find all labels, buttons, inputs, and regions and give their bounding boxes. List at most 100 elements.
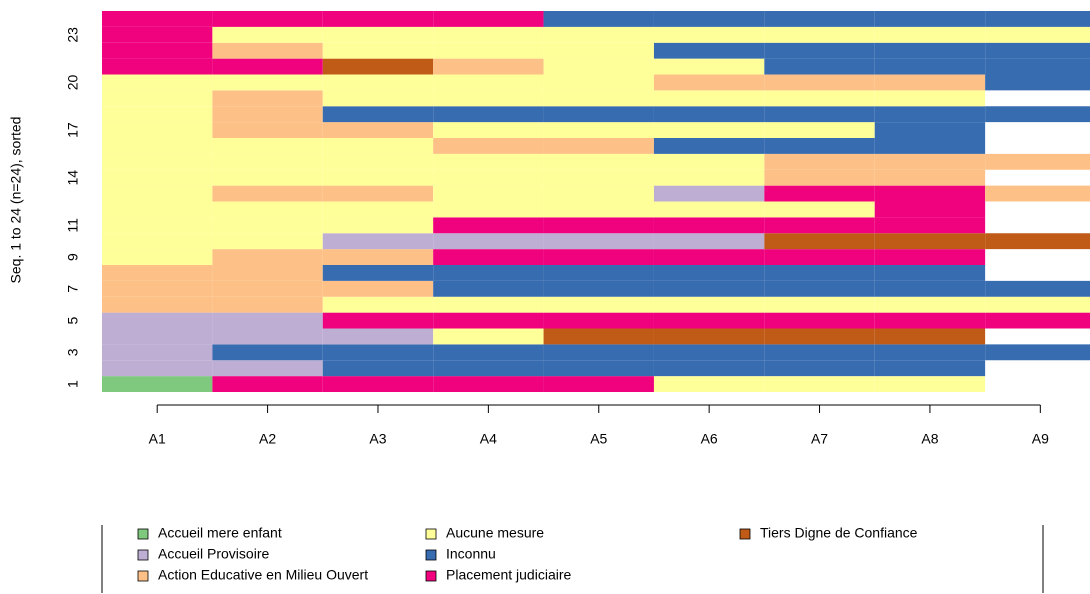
state-cell	[653, 328, 765, 345]
state-cell	[653, 185, 765, 202]
y-tick-label: 3	[65, 348, 81, 356]
state-cell	[653, 312, 765, 329]
state-cell	[543, 360, 654, 377]
state-cell	[543, 90, 654, 107]
state-cell	[102, 74, 213, 91]
state-cell	[433, 344, 544, 361]
state-cell	[212, 344, 323, 361]
x-tick-label: A6	[701, 431, 718, 447]
state-cell	[653, 249, 765, 265]
state-cell	[874, 280, 986, 297]
y-axis-label: Seq. 1 to 24 (n=24), sorted	[8, 117, 24, 284]
state-cell	[764, 26, 875, 43]
state-cell	[433, 169, 544, 186]
state-cell	[322, 249, 434, 265]
state-cell	[764, 312, 875, 329]
state-cell	[985, 11, 1090, 27]
state-cell	[764, 138, 875, 154]
state-cell	[985, 296, 1090, 313]
state-cell	[433, 296, 544, 313]
state-cell	[874, 26, 986, 43]
state-cell	[433, 201, 544, 218]
state-cell	[543, 280, 654, 297]
state-cell	[543, 217, 654, 234]
state-cell	[543, 296, 654, 313]
state-cell	[212, 296, 323, 313]
state-cell	[764, 122, 875, 138]
state-cell	[653, 153, 765, 170]
state-cell	[653, 360, 765, 377]
state-cell	[322, 296, 434, 313]
state-cell	[874, 265, 986, 281]
state-cell	[653, 58, 765, 75]
state-cell	[985, 280, 1090, 297]
state-cell	[322, 312, 434, 329]
state-cell	[543, 201, 654, 218]
state-cell	[985, 185, 1090, 202]
y-tick-label: 14	[65, 170, 81, 186]
state-cell	[102, 11, 213, 27]
state-cell	[433, 328, 544, 345]
state-cell	[874, 376, 986, 392]
state-cell	[874, 106, 986, 123]
state-cell	[874, 312, 986, 329]
legend-swatch	[425, 570, 437, 582]
state-cell	[764, 169, 875, 186]
state-cell	[764, 11, 875, 27]
state-cell	[653, 90, 765, 107]
state-cell	[433, 11, 544, 27]
state-cell	[543, 42, 654, 59]
state-cell	[322, 90, 434, 107]
state-cell	[543, 169, 654, 186]
state-cell	[102, 122, 213, 138]
state-cell	[433, 360, 544, 377]
state-cell	[212, 233, 323, 250]
state-cell	[212, 58, 323, 75]
state-cell	[653, 376, 765, 392]
state-cell	[212, 11, 323, 27]
state-cell	[322, 280, 434, 297]
state-cell	[102, 265, 213, 281]
state-cell	[212, 26, 323, 43]
state-cell	[874, 153, 986, 170]
state-cell	[212, 312, 323, 329]
state-cell	[874, 344, 986, 361]
state-cell	[322, 42, 434, 59]
state-cell	[433, 58, 544, 75]
state-cell	[212, 249, 323, 265]
state-cell	[874, 233, 986, 250]
state-cell	[102, 280, 213, 297]
state-cell	[433, 42, 544, 59]
state-cell	[102, 153, 213, 170]
y-tick-label: 20	[65, 74, 81, 90]
state-cell	[653, 296, 765, 313]
state-cell	[322, 344, 434, 361]
x-tick-label: A3	[369, 431, 386, 447]
state-cell	[433, 185, 544, 202]
state-cell	[985, 74, 1090, 91]
state-cell	[764, 360, 875, 377]
state-cell	[543, 122, 654, 138]
legend-label: Tiers Digne de Confiance	[760, 525, 918, 541]
state-cell	[543, 233, 654, 250]
state-cell	[212, 90, 323, 107]
state-cell	[764, 153, 875, 170]
x-tick-label: A7	[811, 431, 828, 447]
x-tick-label: A2	[259, 431, 276, 447]
x-tick-label: A5	[590, 431, 607, 447]
state-cell	[102, 328, 213, 345]
state-cell	[653, 265, 765, 281]
state-cell	[764, 201, 875, 218]
state-cell	[433, 122, 544, 138]
y-tick-label: 1	[65, 380, 81, 388]
legend-swatch	[137, 528, 149, 540]
state-cell	[102, 58, 213, 75]
state-cell	[102, 344, 213, 361]
state-cell	[764, 249, 875, 265]
state-cell	[102, 360, 213, 377]
y-tick-label: 23	[65, 27, 81, 43]
y-tick-label: 17	[65, 122, 81, 138]
state-cell	[543, 249, 654, 265]
state-cell	[322, 26, 434, 43]
state-cell	[985, 26, 1090, 43]
